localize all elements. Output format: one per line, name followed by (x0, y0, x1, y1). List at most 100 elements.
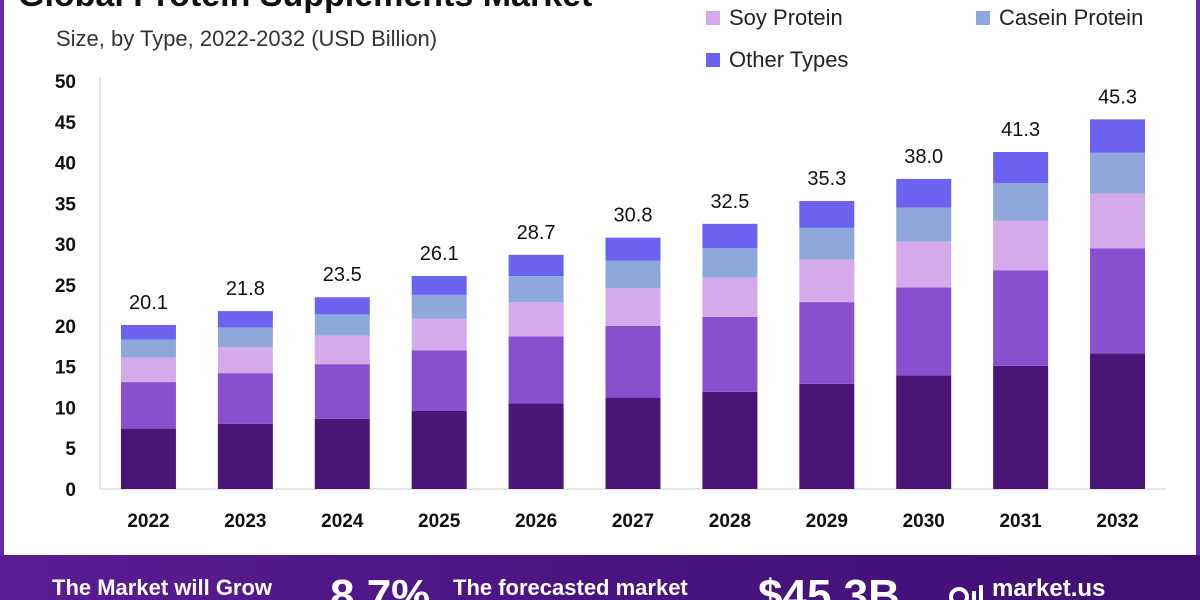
bar-segment-2028-0 (702, 391, 758, 489)
bar-segment-2027-0 (605, 397, 661, 489)
bar-segment-2022-0 (120, 428, 176, 489)
bar-segment-2023-3 (217, 327, 273, 348)
bar-segment-2031-3 (993, 183, 1049, 221)
bar-segment-2031-1 (993, 270, 1049, 366)
bar-segment-2029-1 (799, 302, 855, 384)
bar-segment-2027-4 (605, 237, 661, 261)
right-rail (1196, 0, 1200, 555)
bar-segment-2032-3 (1090, 152, 1146, 194)
legend-swatch-casein (976, 11, 990, 25)
bar-segment-2029-2 (799, 259, 855, 303)
bar-segment-2026-1 (508, 336, 564, 404)
bar-segment-2023-2 (217, 347, 273, 374)
total-label-2029: 35.3 (807, 168, 846, 190)
y-tick-label: 45 (55, 113, 77, 134)
bar-segment-2027-2 (605, 288, 661, 326)
total-label-2022: 20.1 (129, 292, 168, 314)
left-rail (0, 0, 4, 555)
banner-forecast-value: $45.3B (758, 571, 900, 600)
total-label-2025: 26.1 (420, 243, 459, 265)
total-label-2026: 28.7 (517, 222, 556, 244)
x-tick-label-2029: 2029 (806, 511, 848, 532)
y-tick-label: 50 (55, 72, 76, 93)
bar-segment-2030-2 (896, 241, 952, 288)
x-tick-label-2025: 2025 (418, 511, 461, 532)
x-tick-label-2023: 2023 (224, 511, 266, 532)
bar-segment-2022-4 (120, 324, 176, 340)
bar-segment-2022-2 (120, 357, 176, 383)
y-tick-label: 25 (55, 276, 77, 297)
bar-segment-2025-4 (411, 276, 467, 295)
legend-swatch-other (706, 53, 720, 67)
banner-cagr-value: 8.7% (330, 571, 431, 600)
bar-segment-2028-4 (702, 223, 758, 249)
y-tick-label: 35 (55, 194, 77, 215)
bar-segment-2025-1 (411, 350, 467, 411)
legend-label-other: Other Types (729, 47, 849, 72)
total-label-2024: 23.5 (323, 264, 362, 286)
bar-segment-2022-3 (120, 339, 176, 358)
total-label-2031: 41.3 (1001, 119, 1040, 141)
y-tick-label: 15 (55, 358, 77, 379)
y-tick-label: 10 (55, 398, 76, 419)
bar-segment-2024-1 (314, 364, 370, 419)
legend-label-soy: Soy Protein (729, 5, 843, 30)
chart-subtitle: Size, by Type, 2022-2032 (USD Billion) (56, 26, 438, 51)
total-label-2027: 30.8 (614, 205, 653, 227)
y-tick-label: 40 (55, 154, 76, 175)
bar-segment-2031-0 (993, 365, 1049, 489)
bar-segment-2026-2 (508, 302, 564, 337)
bar-segment-2028-1 (702, 316, 758, 392)
bar-segment-2022-1 (120, 382, 176, 429)
x-tick-label-2031: 2031 (999, 511, 1042, 532)
bar-segment-2032-0 (1090, 353, 1146, 489)
bar-segment-2025-3 (411, 294, 467, 319)
banner-grow-label: The Market will Grow (52, 575, 273, 600)
legend-swatch-soy (706, 11, 720, 25)
banner-forecast-label: The forecasted market (453, 575, 688, 600)
bar-segment-2032-4 (1090, 119, 1146, 153)
bar-segment-2028-2 (702, 277, 758, 317)
bar-segment-2030-4 (896, 178, 952, 208)
stacked-bar-chart: 0510152025303540455020.1202221.8202323.5… (55, 72, 1166, 532)
x-tick-label-2022: 2022 (127, 511, 169, 532)
legend-item-casein-protein: Casein Protein (976, 5, 1143, 31)
brand-name: market.us (992, 575, 1106, 600)
x-tick-label-2024: 2024 (321, 511, 364, 532)
y-tick-label: 20 (55, 317, 76, 338)
bar-segment-2026-3 (508, 276, 564, 303)
bar-segment-2024-4 (314, 297, 370, 315)
bar-segment-2025-2 (411, 318, 467, 351)
bar-segment-2030-3 (896, 207, 952, 242)
bar-segment-2026-0 (508, 403, 564, 489)
footer-banner: The Market will Grow 8.7% The forecasted… (0, 555, 1200, 600)
bar-segment-2023-4 (217, 311, 273, 328)
bar-segment-2029-3 (799, 227, 855, 260)
bar-segment-2026-4 (508, 254, 564, 277)
bar-segment-2024-0 (314, 418, 370, 489)
total-label-2028: 32.5 (710, 191, 749, 213)
bar-segment-2028-3 (702, 248, 758, 278)
bar-segment-2032-1 (1090, 248, 1146, 354)
bar-segment-2031-2 (993, 220, 1049, 271)
bar-segment-2031-4 (993, 151, 1049, 183)
brand-logo-icon (949, 585, 983, 600)
x-tick-label-2028: 2028 (709, 511, 751, 532)
x-tick-label-2027: 2027 (612, 511, 654, 532)
y-tick-label: 5 (65, 439, 76, 460)
bar-segment-2030-0 (896, 375, 952, 489)
bar-segment-2027-1 (605, 325, 661, 398)
bar-segment-2029-0 (799, 383, 855, 489)
bar-segment-2024-2 (314, 335, 370, 365)
x-tick-label-2032: 2032 (1096, 511, 1138, 532)
bar-segment-2027-3 (605, 260, 661, 289)
total-label-2023: 21.8 (226, 278, 265, 300)
bar-segment-2023-0 (217, 423, 273, 489)
legend-item-soy-protein: Soy Protein (706, 5, 843, 31)
bar-segment-2030-1 (896, 287, 952, 376)
total-label-2030: 38.0 (904, 146, 943, 168)
bar-segment-2029-4 (799, 200, 855, 228)
y-tick-label: 0 (65, 480, 76, 501)
x-tick-label-2030: 2030 (903, 511, 945, 532)
bar-segment-2023-1 (217, 373, 273, 424)
